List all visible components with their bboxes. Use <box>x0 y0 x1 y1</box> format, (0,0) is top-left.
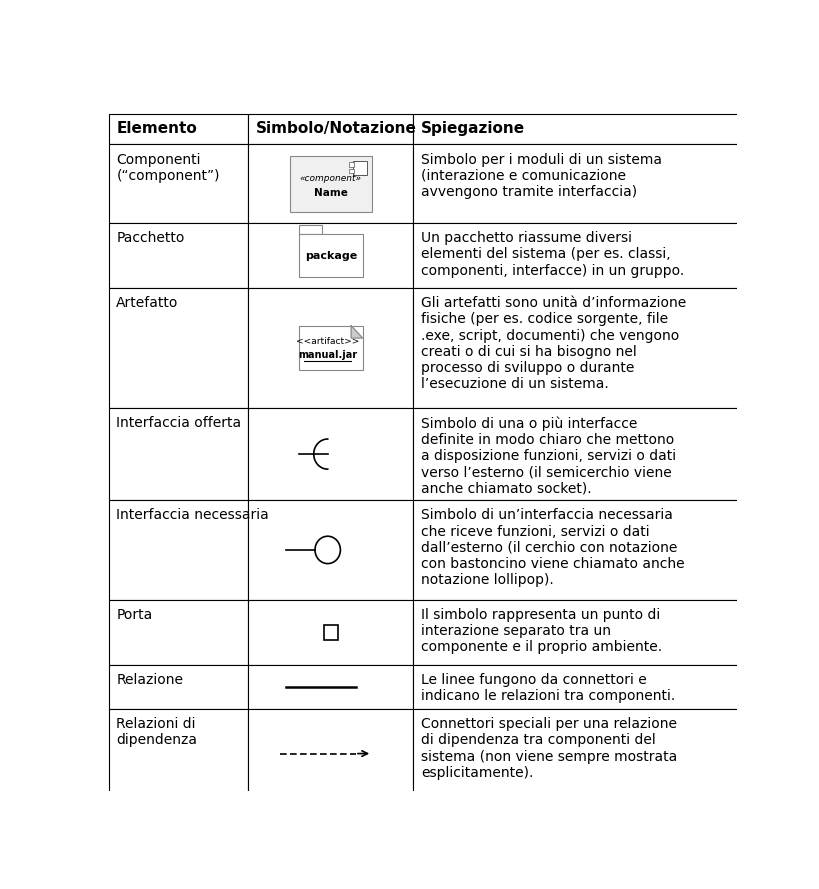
FancyBboxPatch shape <box>414 223 744 288</box>
FancyBboxPatch shape <box>324 625 338 639</box>
Text: Simbolo per i moduli di un sistema
(interazione e comunicazione
avvengono tramit: Simbolo per i moduli di un sistema (inte… <box>421 153 662 199</box>
Text: Relazioni di
dipendenza: Relazioni di dipendenza <box>116 717 197 748</box>
FancyBboxPatch shape <box>299 235 363 276</box>
FancyBboxPatch shape <box>414 665 744 709</box>
Text: Un pacchetto riassume diversi
elementi del sistema (per es. classi,
componenti, : Un pacchetto riassume diversi elementi d… <box>421 231 684 277</box>
Text: Elemento: Elemento <box>116 122 197 136</box>
FancyBboxPatch shape <box>248 709 414 798</box>
Text: Simbolo di una o più interfacce
definite in modo chiaro che mettono
a disposizio: Simbolo di una o più interfacce definite… <box>421 416 676 495</box>
Text: Pacchetto: Pacchetto <box>116 231 185 245</box>
Text: Simbolo di un’interfaccia necessaria
che riceve funzioni, servizi o dati
dall’es: Simbolo di un’interfaccia necessaria che… <box>421 509 685 588</box>
Text: Name: Name <box>314 188 348 197</box>
FancyBboxPatch shape <box>414 114 744 144</box>
Polygon shape <box>351 325 363 338</box>
Text: <<artifact>>: <<artifact>> <box>296 337 360 346</box>
FancyBboxPatch shape <box>414 709 744 798</box>
Text: «component»: «component» <box>300 173 362 183</box>
FancyBboxPatch shape <box>109 408 248 501</box>
FancyBboxPatch shape <box>299 225 322 235</box>
Text: Spiegazione: Spiegazione <box>421 122 525 136</box>
FancyBboxPatch shape <box>109 665 248 709</box>
FancyBboxPatch shape <box>248 223 414 288</box>
FancyBboxPatch shape <box>353 161 367 175</box>
Text: manual.jar: manual.jar <box>298 350 357 360</box>
Text: Connettori speciali per una relazione
di dipendenza tra componenti del
sistema (: Connettori speciali per una relazione di… <box>421 717 677 780</box>
Text: Simbolo/Notazione: Simbolo/Notazione <box>256 122 417 136</box>
FancyBboxPatch shape <box>414 599 744 665</box>
FancyBboxPatch shape <box>414 288 744 408</box>
Text: Porta: Porta <box>116 608 152 621</box>
FancyBboxPatch shape <box>248 114 414 144</box>
Text: package: package <box>305 251 357 260</box>
Text: Interfaccia necessaria: Interfaccia necessaria <box>116 509 269 523</box>
FancyBboxPatch shape <box>248 288 414 408</box>
FancyBboxPatch shape <box>109 501 248 599</box>
FancyBboxPatch shape <box>414 501 744 599</box>
FancyBboxPatch shape <box>109 709 248 798</box>
Text: Gli artefatti sono unità d’informazione
fisiche (per es. codice sorgente, file
.: Gli artefatti sono unità d’informazione … <box>421 296 686 391</box>
FancyBboxPatch shape <box>109 114 248 144</box>
FancyBboxPatch shape <box>109 599 248 665</box>
FancyBboxPatch shape <box>248 501 414 599</box>
FancyBboxPatch shape <box>248 144 414 223</box>
FancyBboxPatch shape <box>109 223 248 288</box>
FancyBboxPatch shape <box>248 599 414 665</box>
FancyBboxPatch shape <box>290 156 372 212</box>
Text: Relazione: Relazione <box>116 673 183 687</box>
FancyBboxPatch shape <box>349 163 355 166</box>
FancyBboxPatch shape <box>414 144 744 223</box>
FancyBboxPatch shape <box>248 408 414 501</box>
FancyBboxPatch shape <box>109 144 248 223</box>
Text: Artefatto: Artefatto <box>116 296 179 310</box>
FancyBboxPatch shape <box>299 325 363 370</box>
Text: Il simbolo rappresenta un punto di
interazione separato tra un
componente e il p: Il simbolo rappresenta un punto di inter… <box>421 608 662 654</box>
Text: Interfaccia offerta: Interfaccia offerta <box>116 416 242 430</box>
FancyBboxPatch shape <box>109 288 248 408</box>
FancyBboxPatch shape <box>248 665 414 709</box>
FancyBboxPatch shape <box>349 169 355 173</box>
Text: Le linee fungono da connettori e
indicano le relazioni tra componenti.: Le linee fungono da connettori e indican… <box>421 673 675 703</box>
Text: Componenti
(“component”): Componenti (“component”) <box>116 153 219 183</box>
FancyBboxPatch shape <box>414 408 744 501</box>
